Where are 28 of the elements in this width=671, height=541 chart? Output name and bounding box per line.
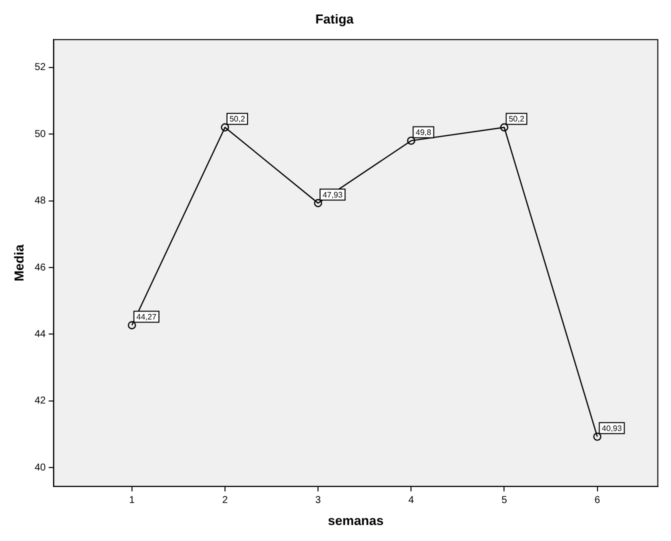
y-axis-title: Media <box>11 244 26 282</box>
point <box>128 321 136 330</box>
y-tick-label: 40 <box>34 462 46 474</box>
data-label: 47,93 <box>322 190 344 200</box>
y-tick-label: 42 <box>34 396 46 407</box>
y-tick-label: 52 <box>34 62 46 74</box>
x-tick-label: 1 <box>129 495 136 506</box>
data-label: 44,27 <box>136 312 157 322</box>
x-tick-label: 4 <box>408 495 414 506</box>
point <box>500 123 508 132</box>
data-label: 40,93 <box>602 424 622 433</box>
x-axis-title: semanas <box>328 512 384 528</box>
point <box>407 136 416 145</box>
x-tick-label: 6 <box>594 495 601 506</box>
data-label: 50,2 <box>508 114 525 124</box>
point <box>593 432 602 441</box>
point <box>220 123 230 132</box>
data-label: 49,8 <box>416 128 432 137</box>
y-tick-label: 46 <box>34 262 46 274</box>
y-tick-label: 44 <box>34 328 46 340</box>
chart-title: Fatiga <box>315 11 354 26</box>
y-tick-label: 48 <box>34 196 46 207</box>
x-tick-label: 3 <box>315 495 322 506</box>
x-tick-label: 2 <box>222 495 228 506</box>
point <box>314 199 322 208</box>
y-tick-label: 50 <box>34 128 46 140</box>
x-tick-label: 5 <box>501 495 508 506</box>
data-label: 50,2 <box>229 114 246 124</box>
